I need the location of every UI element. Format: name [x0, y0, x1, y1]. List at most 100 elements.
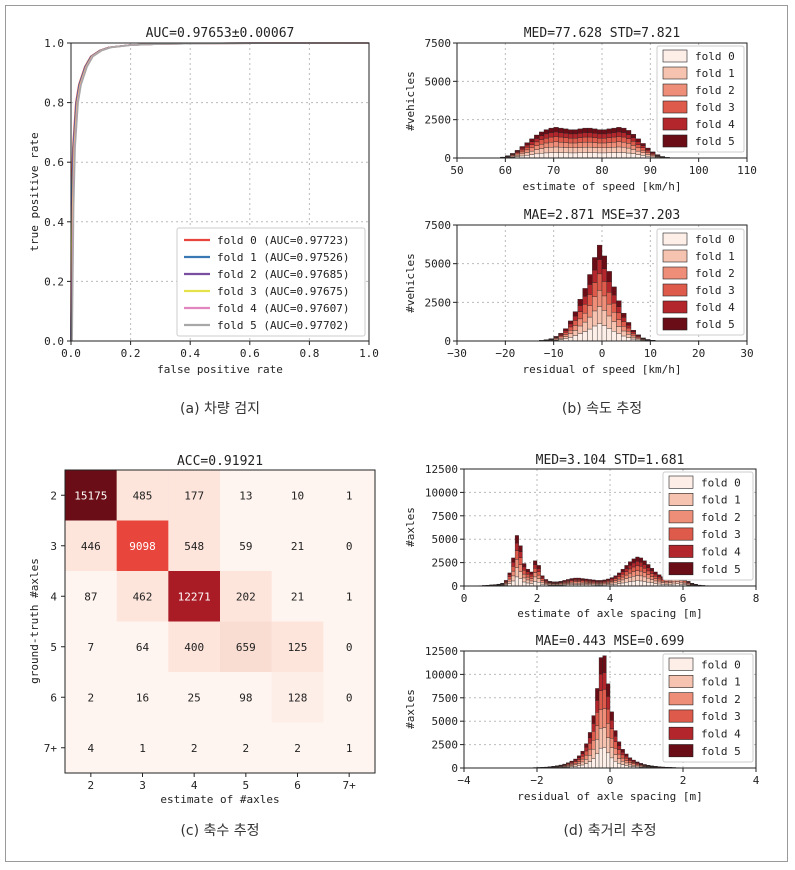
caption-c: (c) 축수 추정: [180, 823, 260, 839]
hist-ytick-label: 0: [451, 762, 458, 775]
cm-cell: [65, 520, 117, 572]
cm-cell: [65, 722, 117, 774]
spacing-est-xlabel: estimate of axle spacing [m]: [517, 607, 702, 620]
hist-bar-segment: [645, 147, 651, 150]
hist-bar-segment: [580, 756, 585, 760]
cm-xtick-label: 6: [294, 779, 301, 792]
hist-bar-segment: [624, 757, 629, 761]
hist-legend-label: fold 3: [695, 101, 735, 114]
hist-bar-segment: [617, 753, 622, 759]
hist-legend-label: fold 2: [695, 84, 735, 97]
cm-cell: [168, 520, 221, 572]
cm-cell: [323, 520, 376, 572]
hist-legend-swatch: [668, 726, 694, 740]
roc-title: AUC=0.97653±0.00067: [146, 26, 295, 41]
cm-cell-value: 125: [288, 641, 308, 654]
hist-bar-segment: [613, 741, 618, 749]
cm-cell-value: 177: [184, 489, 204, 502]
cm-cell-value: 64: [136, 641, 150, 654]
hist-bar-segment: [573, 758, 578, 761]
hist-legend-label: fold 4: [701, 546, 741, 559]
hist-legend-swatch: [662, 266, 688, 280]
hist-xtick-label: 0: [607, 774, 614, 787]
cm-cell-value: 7: [88, 641, 95, 654]
hist-bar-segment: [620, 749, 625, 753]
hist-bar-segment: [630, 134, 637, 138]
hist-xtick-label: −4: [457, 774, 471, 787]
hist-bar-segment: [584, 763, 589, 769]
cm-cell-value: 87: [84, 590, 97, 603]
hist-ytick-label: 12500: [425, 645, 458, 658]
hist-legend-label: fold 3: [701, 528, 741, 541]
spacing-res-ylabel: #axles: [404, 689, 417, 729]
hist-bar-segment: [569, 765, 574, 767]
hist-ytick-label: 10000: [425, 668, 458, 681]
hist-bar-segment: [631, 762, 636, 764]
hist-ytick-label: 12500: [425, 463, 458, 476]
hist-bar-segment: [601, 255, 608, 269]
hist-legend-swatch: [668, 475, 694, 489]
cm-cell: [220, 672, 272, 723]
hist-bar-segment: [576, 761, 581, 764]
speed-res-legend: fold 0 fold 1 fold 2 fold 3 fold 4 fold 5: [656, 228, 745, 336]
hist-xtick-label: 10: [644, 347, 657, 360]
cm-cell-value: 2: [243, 742, 250, 755]
roc-xtick-label: 0.2: [121, 347, 141, 360]
hist-bar-segment: [598, 747, 603, 769]
hist-bar-segment: [613, 730, 618, 737]
cm-cell-value: 1: [346, 742, 353, 755]
hist-bar-segment: [650, 151, 656, 153]
roc-ytick-label: 0.2: [44, 275, 64, 288]
cm-cell-value: 128: [288, 691, 308, 704]
hist-xtick-label: −30: [447, 347, 467, 360]
hist-legend-label: fold 5: [695, 135, 735, 148]
hist-bar-segment: [625, 130, 632, 135]
hist-bar-segment: [642, 764, 647, 766]
hist-bar-segment: [602, 727, 607, 748]
hist-legend-swatch: [662, 117, 688, 131]
cm-cell-value: 0: [346, 540, 353, 553]
hist-bar-segment: [624, 753, 629, 757]
hist-xtick-label: 30: [740, 347, 753, 360]
hist-legend-swatch: [662, 49, 688, 63]
cm-cell-value: 12271: [178, 590, 211, 603]
cm-cell: [65, 571, 117, 622]
hist-bar-segment: [573, 764, 578, 767]
cm-cell-value: 0: [346, 691, 353, 704]
hist-bar-segment: [631, 761, 636, 763]
cm-cell-value: 4: [88, 742, 95, 755]
hist-bar-segment: [613, 736, 618, 742]
hist-bar-segment: [613, 754, 618, 762]
cm-cell-value: 21: [291, 590, 304, 603]
cm-ytick-label: 7+: [44, 742, 58, 755]
hist-bar-segment: [624, 755, 629, 759]
hist-ytick-label: 0: [444, 152, 451, 165]
hist-legend-swatch: [662, 66, 688, 80]
hist-bar-segment: [569, 764, 574, 766]
hist-bar-segment: [591, 740, 596, 750]
hist-bar-segment: [591, 731, 596, 741]
cm-cell-value: 0: [346, 641, 353, 654]
cm-ytick-label: 6: [50, 691, 57, 704]
hist-xtick-label: 80: [595, 164, 608, 177]
cm-cell: [65, 470, 117, 521]
hist-xtick-label: 100: [689, 164, 709, 177]
hist-bar-segment: [631, 763, 636, 766]
roc-axes-frame: [70, 42, 370, 342]
hist-bar-segment: [602, 747, 607, 769]
hist-ytick-label: 0: [451, 580, 458, 593]
hist-xtick-label: −2: [530, 774, 543, 787]
caption-b: (b) 속도 추정: [561, 401, 643, 417]
cm-cell-value: 400: [184, 641, 204, 654]
hist-bar-segment: [595, 688, 600, 701]
cm-cell-value: 1: [139, 742, 146, 755]
hist-bar-segment: [584, 754, 589, 760]
spacing-est-legend: fold 0 fold 1 fold 2 fold 3 fold 4 fold 5: [662, 471, 754, 581]
hist-bar-segment: [598, 657, 603, 675]
cm-cell-value: 16: [136, 691, 149, 704]
hist-bar-segment: [628, 759, 633, 761]
cm-cell-value: 13: [239, 489, 252, 502]
roc-legend-label: fold 3 (AUC=0.97675): [217, 285, 349, 298]
